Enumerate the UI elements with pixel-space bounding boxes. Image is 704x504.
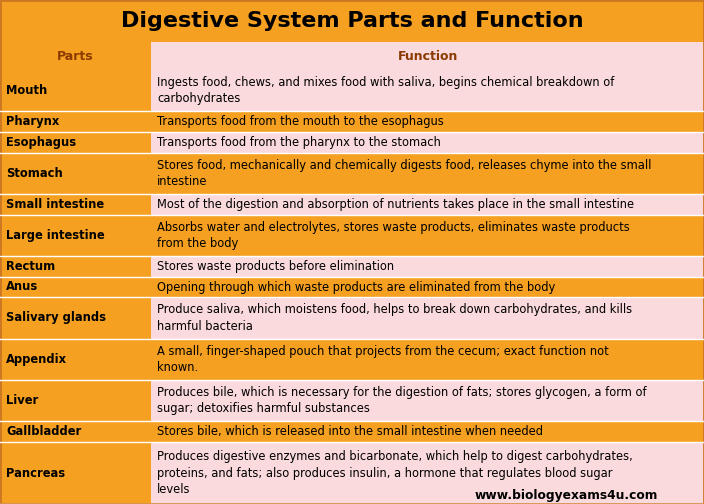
Text: Function: Function (398, 49, 458, 62)
Text: Digestive System Parts and Function: Digestive System Parts and Function (120, 11, 584, 31)
FancyBboxPatch shape (151, 256, 704, 277)
Text: Ingests food, chews, and mixes food with saliva, begins chemical breakdown of: Ingests food, chews, and mixes food with… (158, 76, 615, 89)
Text: Produce saliva, which moistens food, helps to break down carbohydrates, and kill: Produce saliva, which moistens food, hel… (158, 303, 632, 316)
FancyBboxPatch shape (151, 70, 704, 111)
Text: known.: known. (158, 361, 199, 374)
FancyBboxPatch shape (0, 0, 704, 42)
Text: Mouth: Mouth (6, 84, 47, 97)
Text: proteins, and fats; also produces insulin, a hormone that regulates blood sugar: proteins, and fats; also produces insuli… (158, 467, 613, 479)
FancyBboxPatch shape (151, 297, 704, 339)
FancyBboxPatch shape (151, 42, 704, 70)
Text: Liver: Liver (6, 394, 38, 407)
FancyBboxPatch shape (0, 111, 151, 132)
FancyBboxPatch shape (151, 339, 704, 380)
FancyBboxPatch shape (151, 111, 704, 132)
FancyBboxPatch shape (0, 42, 151, 70)
Text: Stores bile, which is released into the small intestine when needed: Stores bile, which is released into the … (158, 425, 543, 438)
FancyBboxPatch shape (151, 194, 704, 215)
Text: intestine: intestine (158, 175, 208, 188)
FancyBboxPatch shape (0, 380, 151, 421)
Text: A small, finger-shaped pouch that projects from the cecum; exact function not: A small, finger-shaped pouch that projec… (158, 345, 609, 357)
Text: www.biologyexams4u.com: www.biologyexams4u.com (474, 489, 658, 502)
FancyBboxPatch shape (0, 442, 151, 504)
Text: from the body: from the body (158, 237, 239, 250)
FancyBboxPatch shape (0, 421, 151, 442)
FancyBboxPatch shape (0, 339, 151, 380)
Text: sugar; detoxifies harmful substances: sugar; detoxifies harmful substances (158, 402, 370, 415)
Text: Transports food from the mouth to the esophagus: Transports food from the mouth to the es… (158, 115, 444, 128)
FancyBboxPatch shape (0, 194, 151, 215)
FancyBboxPatch shape (151, 421, 704, 442)
Text: Salivary glands: Salivary glands (6, 311, 106, 325)
Text: Stomach: Stomach (6, 167, 63, 180)
Text: levels: levels (158, 483, 191, 496)
FancyBboxPatch shape (0, 153, 151, 194)
FancyBboxPatch shape (151, 442, 704, 504)
Text: harmful bacteria: harmful bacteria (158, 320, 253, 333)
Text: Opening through which waste products are eliminated from the body: Opening through which waste products are… (158, 281, 555, 293)
Text: Small intestine: Small intestine (6, 198, 104, 211)
FancyBboxPatch shape (0, 297, 151, 339)
FancyBboxPatch shape (0, 70, 151, 111)
FancyBboxPatch shape (0, 215, 151, 256)
Text: Most of the digestion and absorption of nutrients takes place in the small intes: Most of the digestion and absorption of … (158, 198, 634, 211)
FancyBboxPatch shape (0, 256, 151, 277)
Text: Anus: Anus (6, 281, 38, 293)
Text: Rectum: Rectum (6, 260, 55, 273)
Text: Pharynx: Pharynx (6, 115, 59, 128)
Text: Stores waste products before elimination: Stores waste products before elimination (158, 260, 394, 273)
FancyBboxPatch shape (151, 380, 704, 421)
Text: Absorbs water and electrolytes, stores waste products, eliminates waste products: Absorbs water and electrolytes, stores w… (158, 221, 630, 233)
Text: carbohydrates: carbohydrates (158, 92, 241, 105)
FancyBboxPatch shape (151, 277, 704, 297)
Text: Appendix: Appendix (6, 353, 67, 366)
Text: Esophagus: Esophagus (6, 136, 76, 149)
Text: Produces bile, which is necessary for the digestion of fats; stores glycogen, a : Produces bile, which is necessary for th… (158, 386, 647, 399)
FancyBboxPatch shape (0, 277, 151, 297)
FancyBboxPatch shape (151, 132, 704, 153)
FancyBboxPatch shape (0, 132, 151, 153)
Text: Produces digestive enzymes and bicarbonate, which help to digest carbohydrates,: Produces digestive enzymes and bicarbona… (158, 450, 633, 463)
Text: Gallbladder: Gallbladder (6, 425, 81, 438)
Text: Pancreas: Pancreas (6, 467, 65, 479)
FancyBboxPatch shape (151, 153, 704, 194)
Text: Stores food, mechanically and chemically digests food, releases chyme into the s: Stores food, mechanically and chemically… (158, 159, 652, 171)
FancyBboxPatch shape (151, 215, 704, 256)
Text: Large intestine: Large intestine (6, 229, 105, 242)
Text: Transports food from the pharynx to the stomach: Transports food from the pharynx to the … (158, 136, 441, 149)
Text: Parts: Parts (57, 49, 94, 62)
